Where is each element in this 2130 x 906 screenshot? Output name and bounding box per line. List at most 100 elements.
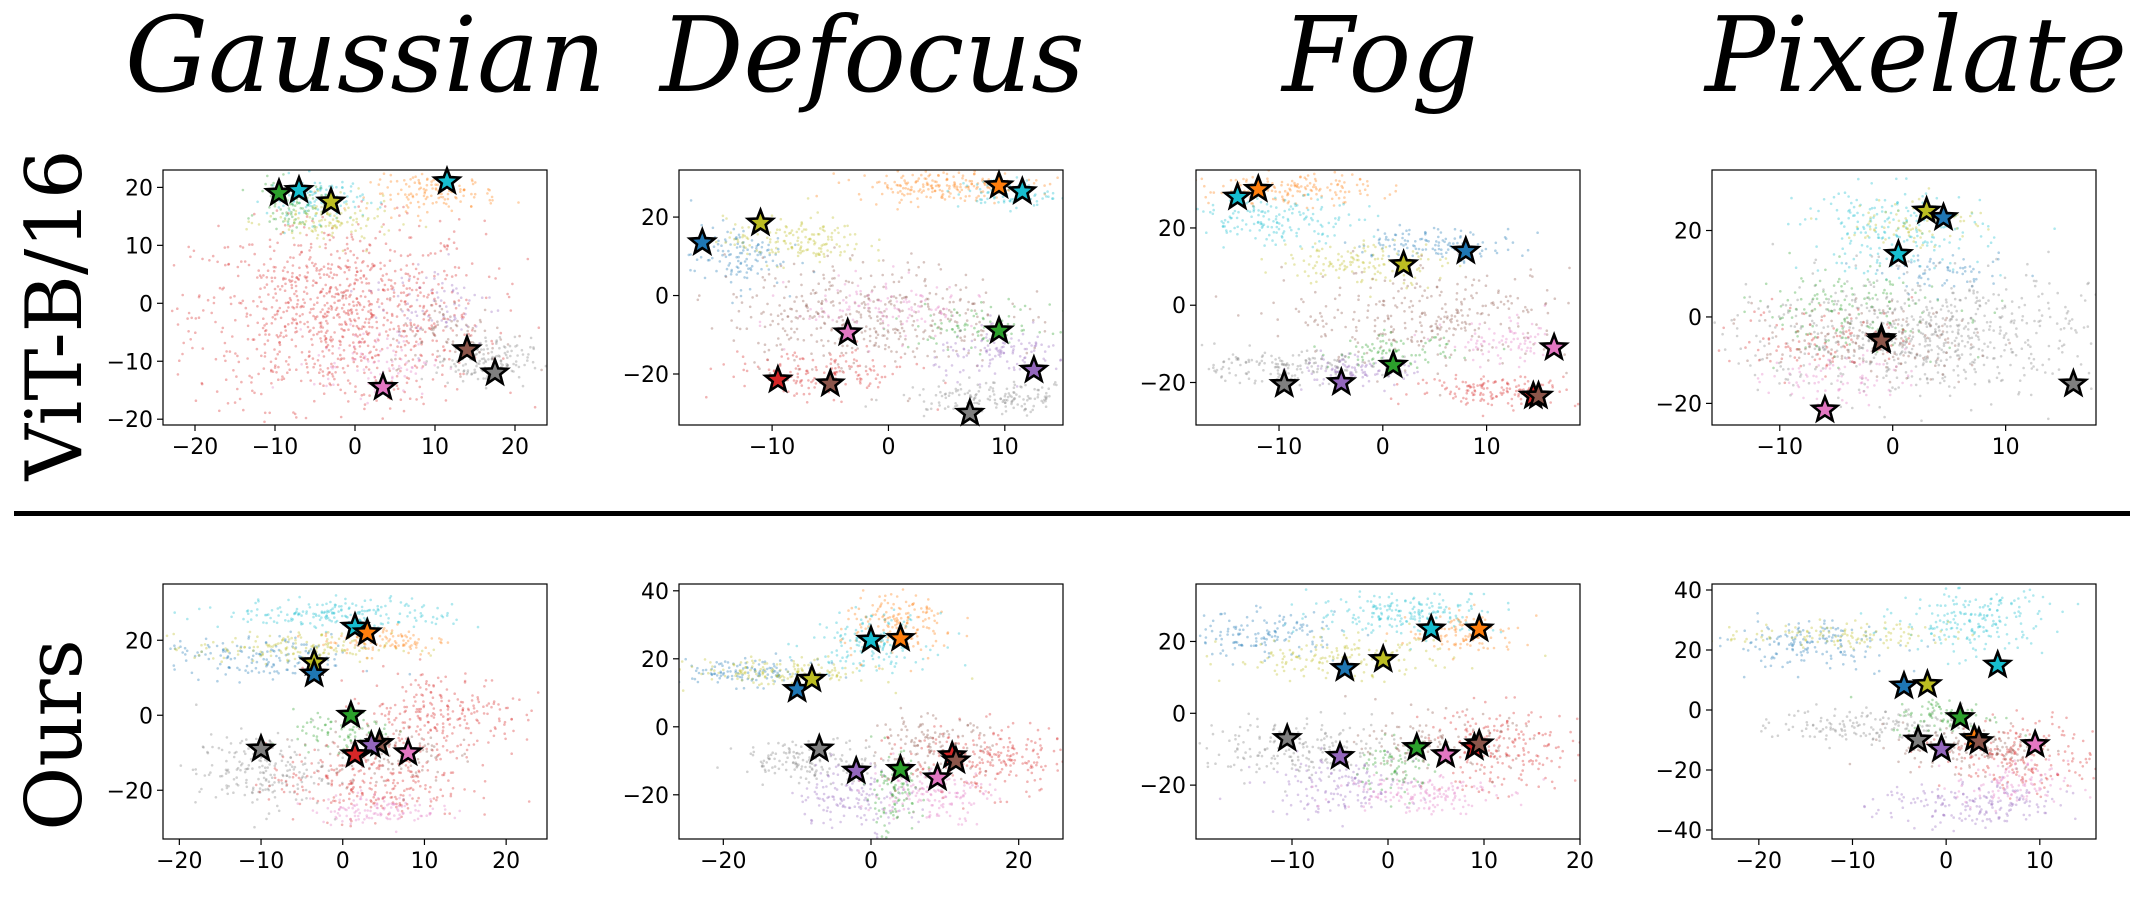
point [315,267,318,270]
point [427,254,430,257]
point [236,354,239,358]
point [262,317,265,320]
point [800,241,803,244]
point [437,196,441,200]
point [908,397,911,400]
point [314,262,317,266]
point [1376,270,1380,273]
point [794,316,798,319]
point [959,297,962,301]
point [348,344,351,347]
point [235,375,238,378]
point [919,300,923,304]
point [979,201,983,205]
point [194,399,198,402]
point [1506,299,1510,303]
point [250,376,254,379]
point [1472,386,1476,389]
point [837,231,840,235]
point [774,231,778,235]
point [1020,404,1024,408]
point [353,205,357,209]
point [905,301,909,304]
point [1302,259,1306,262]
prototype-star [1449,234,1482,265]
point [1043,191,1046,195]
point [322,237,325,240]
point [953,182,957,185]
point [939,309,942,313]
point [1362,243,1365,246]
point [383,205,387,208]
point [435,291,439,294]
point [1035,200,1039,203]
point [829,362,833,365]
point [926,338,930,341]
point [1251,202,1254,205]
point [811,288,815,292]
point [1333,316,1336,319]
point [1263,361,1266,365]
point [1478,252,1482,255]
point [1352,272,1356,275]
point [1392,328,1396,331]
point [330,263,334,266]
point [709,367,713,371]
point [812,251,815,255]
point [509,309,513,312]
point [1042,398,1046,402]
point [1351,373,1354,377]
point [325,347,328,350]
point [376,300,379,304]
point [256,200,259,204]
point [1370,277,1374,281]
point [944,315,947,319]
point [507,295,511,299]
point [1266,180,1270,183]
point [845,301,848,304]
point [322,273,326,276]
point [414,310,417,314]
point [407,198,410,201]
point [1456,309,1459,312]
point [764,260,768,264]
point [388,298,392,302]
point [903,179,906,182]
point [1048,394,1051,398]
point [1439,326,1443,329]
point [820,302,823,305]
point [1311,356,1315,360]
point [1409,281,1413,285]
point [435,371,438,374]
point [793,394,796,397]
point [315,315,319,318]
point [409,370,413,373]
point [395,339,399,342]
point [318,181,322,185]
point [1469,338,1473,341]
point [1516,337,1519,340]
point [1373,272,1377,276]
point [197,295,201,299]
point [726,230,729,234]
point [794,243,797,247]
point [964,312,968,315]
point [926,408,929,411]
point [1397,289,1400,293]
point [363,321,367,324]
point [901,174,905,178]
point [1391,338,1395,342]
prototype-star [1006,174,1039,206]
point [1311,369,1315,373]
point [287,363,290,366]
point [1321,319,1324,323]
point [1330,363,1334,367]
point [390,284,393,288]
point [903,296,906,299]
point [831,284,834,287]
point [1276,318,1279,321]
point [355,297,359,301]
point [986,313,990,316]
point [779,217,783,221]
point [355,266,358,270]
